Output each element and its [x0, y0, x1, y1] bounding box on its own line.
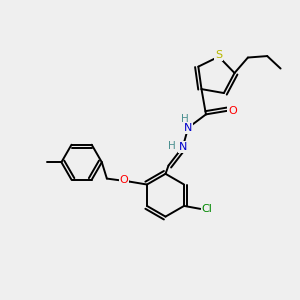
Text: O: O	[119, 176, 128, 185]
Text: O: O	[228, 106, 237, 116]
Text: N: N	[178, 142, 187, 152]
Text: N: N	[184, 123, 192, 133]
Text: S: S	[215, 50, 222, 60]
Text: H: H	[169, 141, 176, 151]
Text: Cl: Cl	[202, 204, 212, 214]
Text: H: H	[181, 114, 188, 124]
